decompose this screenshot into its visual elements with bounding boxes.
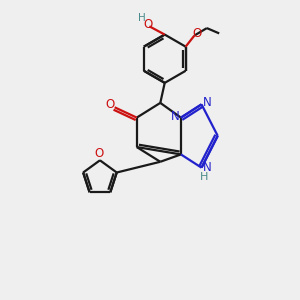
Text: N: N xyxy=(171,110,180,123)
Text: O: O xyxy=(95,147,104,160)
Text: N: N xyxy=(203,96,212,110)
Text: N: N xyxy=(203,160,212,174)
Text: O: O xyxy=(143,18,153,32)
Text: H: H xyxy=(200,172,208,182)
Text: O: O xyxy=(192,27,201,40)
Text: H: H xyxy=(138,14,146,23)
Text: O: O xyxy=(106,98,115,111)
